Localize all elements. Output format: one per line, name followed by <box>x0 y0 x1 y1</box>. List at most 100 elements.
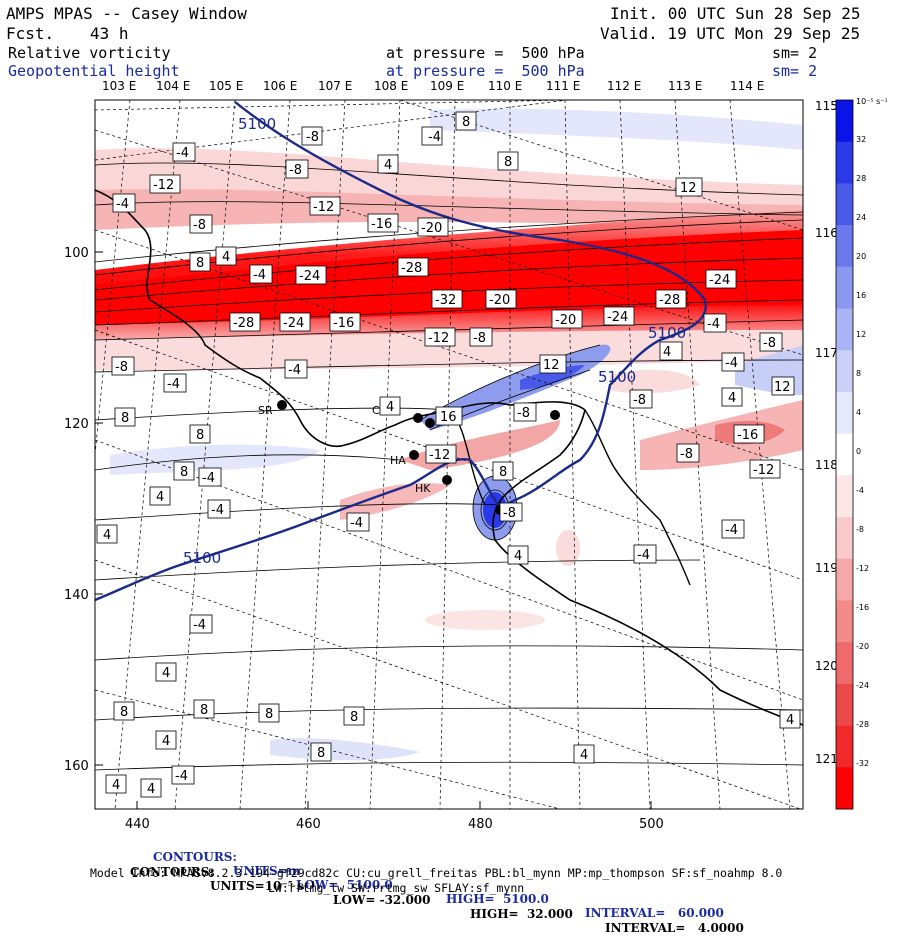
contours-vorticity-prefix: CONTOURS: <box>130 865 214 879</box>
station-dot-cs <box>413 413 423 423</box>
vort-label: -12 <box>424 327 456 347</box>
vort-label: -4 <box>284 359 308 379</box>
lon-label: 110 E <box>488 79 522 93</box>
vort-label: 4 <box>659 341 683 361</box>
svg-text:-4: -4 <box>428 130 441 145</box>
svg-text:8: 8 <box>120 705 128 720</box>
vort-label: -8 <box>499 502 523 522</box>
colorbar-swatch <box>836 100 853 143</box>
svg-text:-12: -12 <box>153 178 174 193</box>
svg-text:-4: -4 <box>288 363 301 378</box>
vort-label: -24 <box>705 269 737 289</box>
colorbar-swatch <box>836 183 853 226</box>
svg-text:-8: -8 <box>633 393 646 408</box>
vort-label: -16 <box>329 312 361 332</box>
svg-text:12: 12 <box>680 181 697 196</box>
svg-text:-12: -12 <box>428 331 449 346</box>
lon-label: 113 E <box>668 79 702 93</box>
svg-text:8: 8 <box>121 411 129 426</box>
svg-text:8: 8 <box>200 703 208 718</box>
svg-text:4: 4 <box>786 713 794 728</box>
station-dot-ha <box>409 450 419 460</box>
svg-text:-8: -8 <box>115 360 128 375</box>
vort-label: 8 <box>113 701 135 721</box>
svg-text:-4: -4 <box>707 317 720 332</box>
vort-label: -28 <box>655 289 687 309</box>
colorbar-swatch <box>836 141 853 184</box>
contours-vorticity-units: UNITS=10⁻⁵ s⁻¹ <box>210 879 316 893</box>
vort-label: 8 <box>193 699 215 719</box>
colorbar-swatch <box>836 433 853 476</box>
colorbar-tick: -32 <box>856 759 869 768</box>
model-info-line-2: LW:rrtmg_lw SW:rrtmg_sw SFLAY:sf_mynn <box>268 881 525 895</box>
colorbar-tick: -12 <box>856 564 869 573</box>
svg-text:4: 4 <box>162 734 170 749</box>
vorticity-contours <box>95 162 803 771</box>
svg-text:-8: -8 <box>503 506 516 521</box>
vort-label: -4 <box>198 467 222 487</box>
svg-text:-16: -16 <box>737 428 758 443</box>
svg-text:4: 4 <box>384 158 392 173</box>
svg-text:8: 8 <box>196 428 204 443</box>
svg-text:8: 8 <box>317 746 325 761</box>
colorbar-tick: -4 <box>856 486 864 495</box>
x-tick-label: 480 <box>468 817 493 832</box>
svg-text:4: 4 <box>728 391 736 406</box>
svg-text:-4: -4 <box>637 548 650 563</box>
colorbar-tick: 24 <box>856 213 866 222</box>
colorbar-tick: -16 <box>856 603 869 612</box>
vort-label: -20 <box>551 309 583 329</box>
colorbar-tick: 16 <box>856 291 866 300</box>
lon-label: 112 E <box>607 79 641 93</box>
vort-label: 8 <box>173 461 195 481</box>
svg-text:-12: -12 <box>313 200 334 215</box>
svg-text:-20: -20 <box>555 313 576 328</box>
vort-label: -4 <box>721 519 745 539</box>
vorticity-value-labels: -8 -4 8 -4 8 -8 4 -12 12 -4 -12 -8 -16 -… <box>96 111 801 798</box>
vort-label: -16 <box>367 213 399 233</box>
vort-label: 4 <box>573 744 595 764</box>
vort-label: 4 <box>155 662 177 682</box>
colorbar-tick: 12 <box>856 330 866 339</box>
vort-label: 4 <box>379 396 401 416</box>
field1-smoothing: sm= 2 <box>772 44 818 62</box>
svg-text:-12: -12 <box>429 448 450 463</box>
colorbar-unit: 10⁻⁵ s⁻¹ <box>856 97 888 106</box>
map-svg: SR CS HA HK 5100 5100 5100 5100 -8 -4 8 … <box>64 79 888 832</box>
lon-label: 106 E <box>263 79 297 93</box>
vort-label: -4 <box>112 193 136 213</box>
svg-text:8: 8 <box>499 465 507 480</box>
colorbar-swatch <box>836 475 853 518</box>
vort-label: -4 <box>171 765 195 785</box>
colorbar-swatch <box>836 391 853 435</box>
svg-text:-28: -28 <box>233 316 254 331</box>
svg-text:-20: -20 <box>489 293 510 308</box>
vort-label: -16 <box>733 424 765 444</box>
height-label-4: 5100 <box>598 368 636 386</box>
vort-label: -8 <box>285 159 309 179</box>
colorbar-tick: 8 <box>856 369 861 378</box>
svg-text:-8: -8 <box>763 336 776 351</box>
y-tick-label: 100 <box>64 246 89 261</box>
lon-label: 108 E <box>374 79 408 93</box>
vort-label: -12 <box>749 459 781 479</box>
svg-text:8: 8 <box>180 465 188 480</box>
vort-label: 8 <box>114 407 136 427</box>
vort-label: -12 <box>425 444 457 464</box>
plot-frame <box>94 99 804 810</box>
init-time: Init. 00 UTC Sun 28 Sep 25 <box>610 4 861 23</box>
svg-text:-32: -32 <box>435 293 456 308</box>
vort-label: -4 <box>172 142 196 162</box>
svg-text:-8: -8 <box>306 130 319 145</box>
height-contour-labels: 5100 5100 5100 5100 <box>183 115 686 567</box>
svg-text:4: 4 <box>112 778 120 793</box>
svg-text:8: 8 <box>196 256 204 271</box>
x-tick-label: 500 <box>639 817 664 832</box>
height-label-3: 5100 <box>648 324 686 342</box>
lon-label: 109 E <box>430 79 464 93</box>
vort-label: -8 <box>301 126 323 146</box>
vort-label: 4 <box>96 524 118 544</box>
vort-label: -12 <box>309 196 341 216</box>
vort-label: -4 <box>189 614 213 634</box>
vort-label: -4 <box>249 264 273 284</box>
